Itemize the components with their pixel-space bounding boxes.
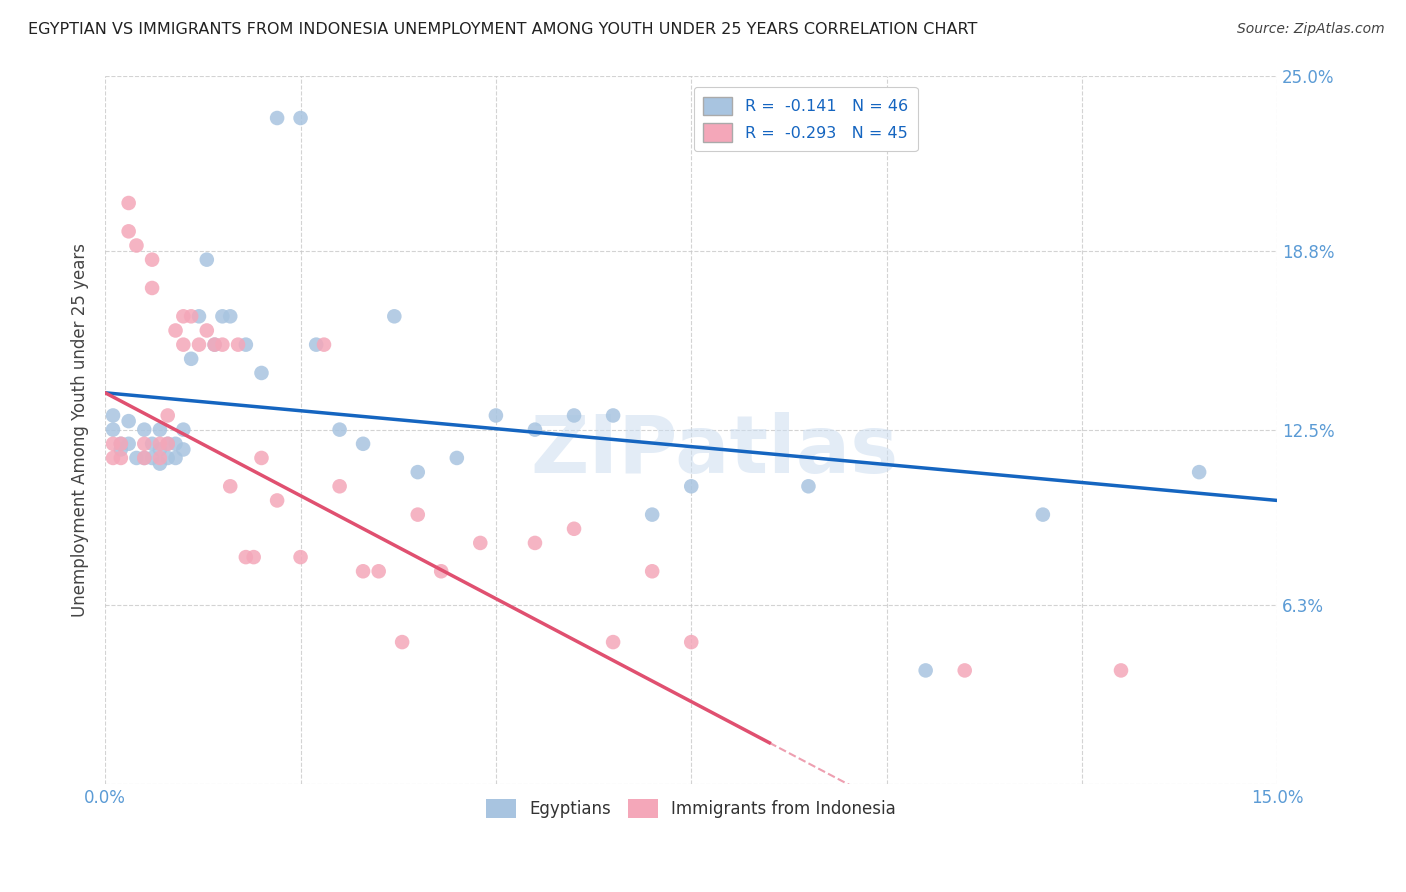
- Point: [118, 414, 141, 428]
- Point: [226, 337, 249, 351]
- Point: [156, 409, 179, 423]
- Point: [382, 310, 405, 324]
- Point: [681, 479, 703, 493]
- Point: [470, 536, 492, 550]
- Point: [156, 437, 179, 451]
- Point: [914, 664, 936, 678]
- Point: [953, 664, 976, 678]
- Point: [172, 337, 194, 351]
- Point: [266, 111, 288, 125]
- Point: [172, 423, 194, 437]
- Point: [165, 450, 187, 465]
- Point: [101, 437, 124, 451]
- Point: [329, 479, 352, 493]
- Point: [110, 450, 132, 465]
- Point: [352, 564, 374, 578]
- Point: [125, 238, 148, 252]
- Point: [1188, 465, 1211, 479]
- Point: [406, 508, 429, 522]
- Point: [391, 635, 413, 649]
- Point: [134, 423, 156, 437]
- Point: [562, 522, 585, 536]
- Point: [250, 450, 273, 465]
- Point: [235, 550, 257, 565]
- Point: [602, 409, 624, 423]
- Text: ZIPatlas: ZIPatlas: [530, 412, 898, 490]
- Point: [156, 437, 179, 451]
- Point: [134, 437, 156, 451]
- Point: [118, 224, 141, 238]
- Point: [446, 450, 468, 465]
- Point: [125, 450, 148, 465]
- Point: [141, 450, 163, 465]
- Point: [156, 450, 179, 465]
- Point: [101, 423, 124, 437]
- Point: [329, 423, 352, 437]
- Y-axis label: Unemployment Among Youth under 25 years: Unemployment Among Youth under 25 years: [72, 243, 89, 616]
- Text: Source: ZipAtlas.com: Source: ZipAtlas.com: [1237, 22, 1385, 37]
- Point: [149, 450, 172, 465]
- Point: [1032, 508, 1054, 522]
- Point: [1109, 664, 1132, 678]
- Point: [641, 564, 664, 578]
- Point: [235, 337, 257, 351]
- Point: [101, 450, 124, 465]
- Point: [180, 310, 202, 324]
- Point: [110, 437, 132, 451]
- Point: [797, 479, 820, 493]
- Point: [110, 437, 132, 451]
- Point: [523, 423, 546, 437]
- Point: [188, 337, 211, 351]
- Point: [141, 437, 163, 451]
- Point: [305, 337, 328, 351]
- Point: [250, 366, 273, 380]
- Point: [242, 550, 264, 565]
- Point: [523, 536, 546, 550]
- Point: [367, 564, 389, 578]
- Point: [204, 337, 226, 351]
- Point: [195, 323, 218, 337]
- Point: [681, 635, 703, 649]
- Point: [149, 457, 172, 471]
- Point: [602, 635, 624, 649]
- Point: [290, 550, 312, 565]
- Text: EGYPTIAN VS IMMIGRANTS FROM INDONESIA UNEMPLOYMENT AMONG YOUTH UNDER 25 YEARS CO: EGYPTIAN VS IMMIGRANTS FROM INDONESIA UN…: [28, 22, 977, 37]
- Point: [352, 437, 374, 451]
- Point: [149, 437, 172, 451]
- Point: [149, 423, 172, 437]
- Point: [266, 493, 288, 508]
- Point: [290, 111, 312, 125]
- Point: [141, 252, 163, 267]
- Point: [165, 323, 187, 337]
- Point: [641, 508, 664, 522]
- Point: [204, 337, 226, 351]
- Point: [110, 442, 132, 457]
- Point: [406, 465, 429, 479]
- Point: [118, 437, 141, 451]
- Point: [180, 351, 202, 366]
- Point: [485, 409, 508, 423]
- Point: [172, 442, 194, 457]
- Point: [134, 450, 156, 465]
- Point: [219, 479, 242, 493]
- Point: [172, 310, 194, 324]
- Point: [101, 409, 124, 423]
- Point: [219, 310, 242, 324]
- Point: [141, 281, 163, 295]
- Point: [195, 252, 218, 267]
- Point: [562, 409, 585, 423]
- Point: [312, 337, 335, 351]
- Point: [188, 310, 211, 324]
- Point: [165, 437, 187, 451]
- Point: [211, 337, 233, 351]
- Legend: Egyptians, Immigrants from Indonesia: Egyptians, Immigrants from Indonesia: [479, 792, 903, 825]
- Point: [211, 310, 233, 324]
- Point: [149, 442, 172, 457]
- Point: [430, 564, 453, 578]
- Point: [118, 196, 141, 211]
- Point: [134, 450, 156, 465]
